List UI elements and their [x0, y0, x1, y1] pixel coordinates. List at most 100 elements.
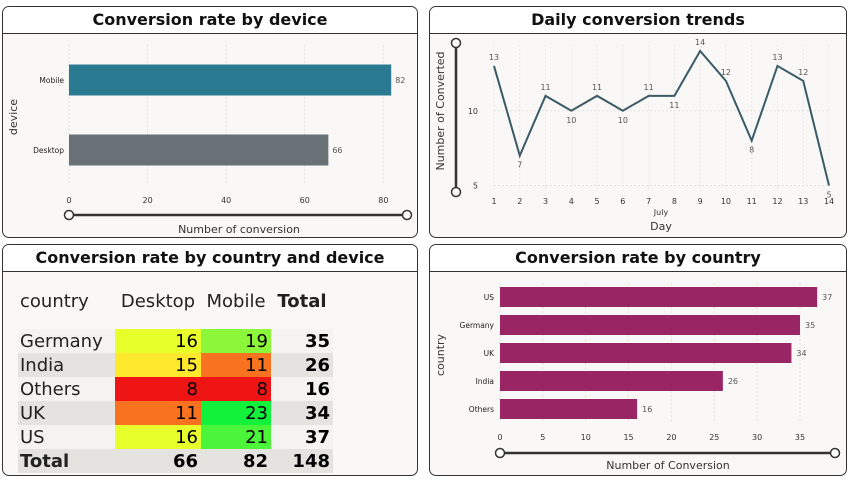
country-bar-value-label: 34 [796, 349, 806, 358]
device-bar [69, 64, 392, 96]
country-x-tick-label: 10 [581, 433, 591, 442]
trend-range-slider-handle-bottom[interactable] [450, 186, 462, 198]
device-range-slider-handle-right[interactable] [401, 209, 413, 221]
table-row: India 15 11 26 [18, 353, 333, 377]
device-y-axis-label: device [7, 99, 20, 135]
table-total-label: Total [18, 449, 115, 473]
country-device-table-title: Conversion rate by country and device [3, 245, 417, 272]
table-row: US 16 21 37 [18, 425, 333, 449]
trend-point-value-label: 5 [826, 191, 831, 200]
country-x-axis-label: Number of Conversion [606, 459, 729, 472]
table-total-total: 148 [271, 449, 333, 473]
country-chart: country Number of Conversion 0 5 10 15 20 25 3… [434, 283, 841, 472]
device-bar-value-label: 66 [332, 146, 342, 155]
trend-point-value-label: 8 [749, 146, 754, 155]
trend-x-tick-label: 6 [620, 197, 625, 206]
trend-x-tick-label: 1 [491, 197, 496, 206]
trend-point-value-label: 7 [517, 161, 522, 170]
table-cell-desktop: 15 [115, 353, 201, 377]
device-y-tick-label: Desktop [33, 146, 64, 155]
trend-series-line [493, 49, 830, 186]
device-x-tick-label: 80 [378, 196, 388, 205]
country-bar [500, 399, 638, 419]
country-range-slider-handle-left[interactable] [494, 447, 506, 459]
country-bar-value-label: 35 [805, 321, 815, 330]
trend-x-tick-label: 8 [672, 197, 677, 206]
device-x-tick-label: 60 [300, 196, 310, 205]
country-y-tick-label: UK [484, 349, 495, 358]
table-cell-desktop: 11 [115, 401, 201, 425]
table-header-desktop: Desktop [120, 290, 196, 312]
device-x-tick-label: 0 [66, 196, 71, 205]
trend-month-label: July [653, 208, 669, 217]
trend-x-tick-label: 9 [698, 197, 703, 206]
trend-x-tick-label: 4 [569, 197, 574, 206]
table-cell-mobile: 23 [201, 401, 271, 425]
country-x-tick-label: 30 [752, 433, 762, 442]
table-cell-total: 37 [271, 425, 333, 449]
trend-x-tick-label: 12 [772, 197, 782, 206]
country-y-tick-label: US [484, 293, 494, 302]
trend-x-tick-label: 3 [543, 197, 548, 206]
trend-x-tick-label: 5 [595, 197, 600, 206]
trend-x-tick-label: 2 [517, 197, 522, 206]
country-y-tick-label: Others [469, 405, 494, 414]
table-row: UK 11 23 34 [18, 401, 333, 425]
trend-point-value-label: 12 [721, 68, 731, 77]
trend-point-value-label: 10 [618, 116, 628, 125]
trend-chart: Number of Converted July Day 1 2 3 4 5 6 7 8 9 10… [434, 37, 834, 233]
trend-point-value-label: 11 [669, 101, 679, 110]
trend-point-value-label: 11 [644, 83, 654, 92]
country-x-tick-label: 5 [540, 433, 545, 442]
country-bar-value-label: 37 [822, 293, 832, 302]
device-chart-panel: Conversion rate by device device Number … [2, 6, 418, 238]
country-bar-value-label: 26 [728, 377, 738, 386]
country-bar [500, 315, 800, 335]
table-header-mobile: Mobile [206, 290, 266, 312]
device-bar [69, 134, 329, 166]
country-bar [500, 371, 723, 391]
country-y-tick-label: India [476, 377, 494, 386]
table-cell-mobile: 8 [201, 377, 271, 401]
trend-point-value-label: 13 [489, 53, 499, 62]
country-x-tick-label: 15 [623, 433, 633, 442]
table-header-country: country [20, 290, 89, 312]
trend-y-tick-label: 5 [473, 182, 478, 191]
country-x-tick-label: 35 [795, 433, 805, 442]
table-cell-country: Germany [18, 329, 115, 353]
table-row: Others 8 8 16 [18, 377, 333, 401]
device-chart-title: Conversion rate by device [3, 7, 417, 34]
country-chart-title: Conversion rate by country [430, 245, 846, 272]
device-x-axis-label: Number of conversion [178, 223, 300, 236]
country-y-axis-label: country [434, 333, 447, 376]
trend-point-value-label: 12 [798, 68, 808, 77]
country-range-slider-handle-right[interactable] [829, 447, 841, 459]
table-cell-desktop: 16 [115, 425, 201, 449]
device-x-tick-label: 40 [221, 196, 231, 205]
country-bar [500, 343, 792, 363]
trend-point-value-label: 11 [540, 83, 550, 92]
table-cell-total: 34 [271, 401, 333, 425]
table-header-total: Total [277, 290, 327, 312]
trend-x-tick-label: 10 [721, 197, 731, 206]
table-total-desktop: 66 [115, 449, 201, 473]
device-bar-value-label: 82 [395, 76, 405, 85]
trend-y-tick-label: 10 [468, 107, 478, 116]
table-cell-total: 16 [271, 377, 333, 401]
device-y-tick-label: Mobile [39, 76, 64, 85]
country-x-tick-label: 0 [497, 433, 502, 442]
table-cell-mobile: 21 [201, 425, 271, 449]
country-x-tick-label: 25 [709, 433, 719, 442]
country-x-tick-label: 20 [666, 433, 676, 442]
table-cell-desktop: 8 [115, 377, 201, 401]
table-row: Germany 16 19 35 [18, 329, 333, 353]
trend-range-slider-handle-top[interactable] [450, 37, 462, 49]
device-range-slider-handle-left[interactable] [63, 209, 75, 221]
table-cell-desktop: 16 [115, 329, 201, 353]
table-cell-country: India [18, 353, 115, 377]
table-cell-total: 35 [271, 329, 333, 353]
table-cell-mobile: 11 [201, 353, 271, 377]
trend-point-value-label: 10 [566, 116, 576, 125]
country-y-tick-label: Germany [460, 321, 495, 330]
trend-x-tick-label: 7 [646, 197, 651, 206]
